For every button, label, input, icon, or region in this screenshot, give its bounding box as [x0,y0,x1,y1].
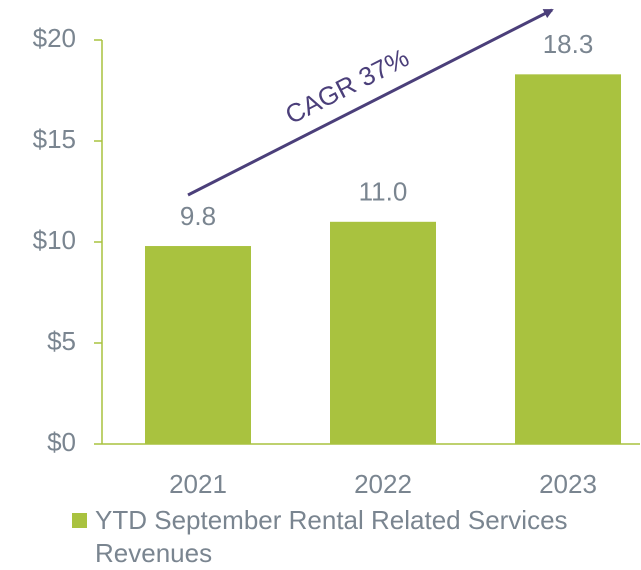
bar [330,221,436,444]
data-label: 18.3 [543,29,594,59]
cagr-arrow [187,8,554,197]
data-label: 9.8 [180,201,216,231]
bar [145,246,251,444]
y-tick-label: $20 [33,23,76,53]
data-label: 11.0 [359,177,408,207]
legend-label: YTD September Rental Related Services Re… [95,505,568,568]
y-tick-label: $15 [33,124,76,154]
legend: YTD September Rental Related Services Re… [72,504,641,570]
chart: CAGR 37% $0 $5 $10 $15 $20 2021 9.8 2022 11.0 202… [33,8,640,499]
x-tick-label: 2022 [354,469,412,499]
legend-swatch [72,513,87,528]
y-tick-label: $5 [47,326,76,356]
y-tick-label: $0 [47,427,76,457]
y-tick-label: $10 [33,225,76,255]
bar [515,74,621,444]
annotation: CAGR 37% [280,42,413,130]
x-tick-label: 2021 [169,469,227,499]
x-tick-label: 2023 [539,469,597,499]
